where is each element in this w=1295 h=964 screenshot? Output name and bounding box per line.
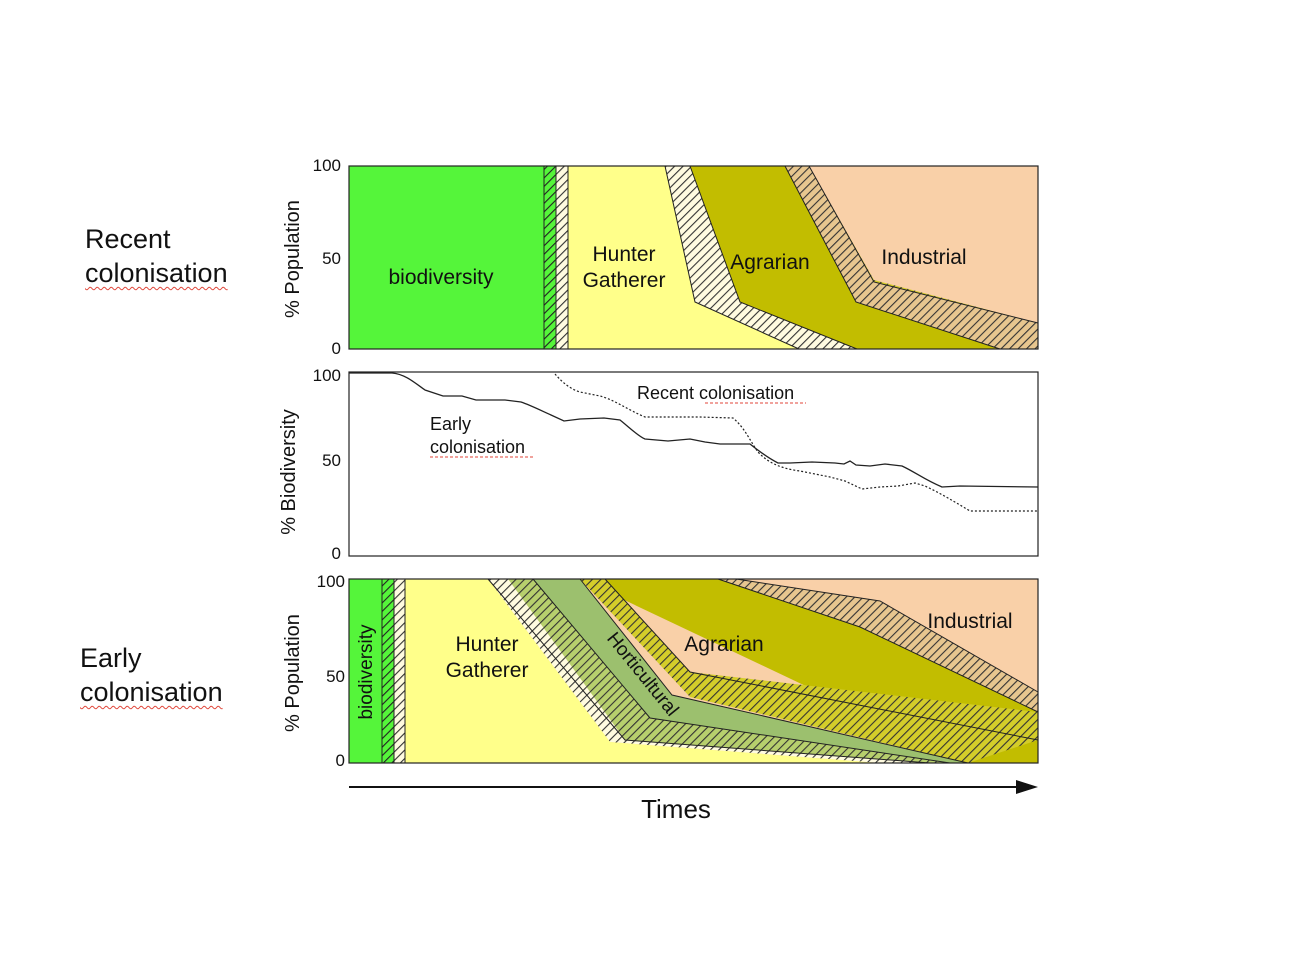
top-tick-100: 100 — [313, 156, 341, 175]
recent-colonisation-annotation: Recent colonisation — [637, 383, 794, 403]
middle-panel: Recent colonisation Early colonisation 1… — [278, 366, 1039, 563]
top-panel-frame — [348, 165, 1039, 350]
top-agrarian-region — [690, 166, 1038, 349]
time-axis-label: Times — [641, 794, 711, 824]
top-bio-hatch-yellow — [556, 166, 568, 349]
top-label-biodiversity: biodiversity — [388, 266, 494, 289]
bottom-tick-50: 50 — [326, 667, 345, 686]
bottom-industrial-hatch — [718, 579, 1038, 712]
top-tick-0: 0 — [332, 339, 341, 358]
bottom-label-agrarian: Agrarian — [684, 633, 763, 656]
top-tick-50: 50 — [322, 249, 341, 268]
top-biodiversity-region — [349, 166, 544, 349]
bottom-ylabel: % Population — [282, 614, 304, 732]
top-label-agrarian: Agrarian — [730, 251, 809, 274]
bottom-agrarian-hatch — [580, 579, 1038, 763]
top-hunter-region — [568, 166, 799, 349]
bottom-hunter-region — [405, 579, 880, 763]
top-label-hunter-1: Hunter — [592, 243, 655, 266]
top-transition-hatch — [665, 166, 857, 349]
middle-tick-100: 100 — [313, 366, 341, 385]
middle-panel-frame — [348, 371, 1039, 557]
top-bio-hatch-green — [544, 166, 556, 349]
bottom-horticultural-hatch — [508, 579, 950, 763]
bottom-label-industrial: Industrial — [927, 610, 1012, 633]
middle-tick-50: 50 — [322, 451, 341, 470]
bottom-panel-frame — [348, 578, 1039, 764]
bottom-bio-hatch-green — [382, 579, 394, 763]
time-axis: Times — [349, 780, 1038, 824]
top-ylabel: % Population — [282, 200, 304, 318]
recent-label-line1: Recent — [85, 224, 171, 254]
bottom-tick-100: 100 — [317, 572, 345, 591]
early-colonisation-line — [349, 372, 1039, 488]
bottom-label-hunter-2: Gatherer — [446, 659, 529, 682]
bottom-horticultural-region — [533, 579, 968, 763]
top-label-hunter-2: Gatherer — [583, 269, 666, 292]
bottom-hunter-hatch — [488, 579, 930, 763]
bottom-label-hunter-1: Hunter — [455, 633, 518, 656]
middle-ylabel: % Biodiversity — [278, 409, 300, 535]
top-industrial-hatch — [785, 166, 1038, 349]
time-arrow-head-icon — [1016, 780, 1038, 794]
top-panel: biodiversity Hunter Gatherer Agrarian In… — [282, 156, 1039, 358]
early-colonisation-annotation-1: Early — [430, 414, 471, 434]
bottom-tick-0: 0 — [336, 751, 345, 770]
bottom-label-biodiversity: biodiversity — [356, 624, 377, 720]
recent-label-line2: colonisation — [85, 258, 228, 288]
early-colonisation-label: Early colonisation — [80, 641, 223, 709]
recent-colonisation-label: Recent colonisation — [85, 222, 228, 290]
bottom-bio-hatch-yellow — [394, 579, 405, 763]
middle-tick-0: 0 — [332, 544, 341, 563]
bottom-biodiversity-region — [349, 579, 382, 763]
early-label-line1: Early — [80, 643, 142, 673]
bottom-panel: biodiversity Hunter Gatherer Horticultur… — [282, 572, 1039, 770]
early-colonisation-annotation-2: colonisation — [430, 437, 525, 457]
top-label-industrial: Industrial — [881, 246, 966, 269]
early-label-line2: colonisation — [80, 677, 223, 707]
